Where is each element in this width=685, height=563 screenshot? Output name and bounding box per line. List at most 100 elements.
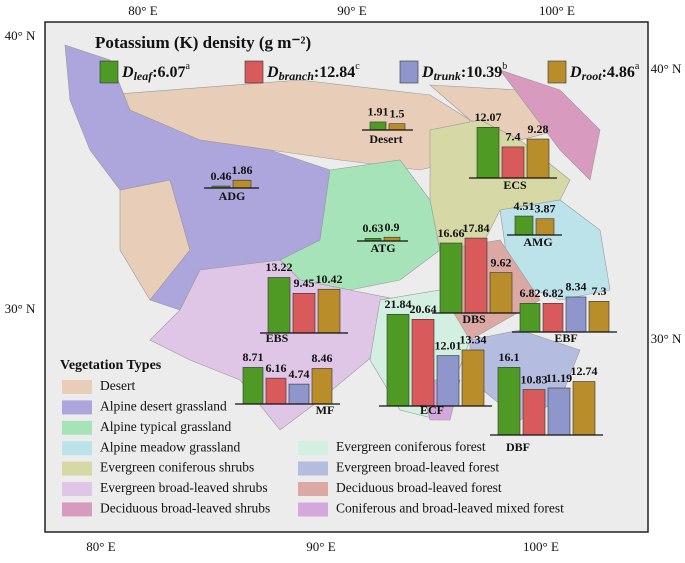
- symbol: D: [121, 64, 134, 81]
- legend-swatch: [298, 482, 328, 496]
- bar: [411, 319, 435, 407]
- latitude-label: 30° N: [5, 301, 36, 316]
- legend-swatch: [298, 461, 328, 476]
- vegetation-region: [499, 69, 601, 181]
- site-label: AMG: [523, 235, 552, 249]
- latitude-label: 40° N: [5, 28, 36, 43]
- subscript: root: [582, 69, 603, 83]
- data-label: 8.71: [243, 350, 264, 364]
- summary-value: 10.39: [466, 64, 502, 81]
- legend-swatch: [399, 60, 419, 84]
- data-label: 10.83: [521, 372, 548, 386]
- legend-label: Evergreen broad-leaved shrubs: [100, 480, 268, 495]
- site-label: ECS: [503, 178, 527, 192]
- data-label: 21.84: [385, 297, 412, 311]
- bar: [497, 367, 521, 436]
- data-label: 0.46: [211, 169, 232, 183]
- map-title: Potassium (K) density (g m⁻²): [95, 33, 311, 52]
- data-label: 9.45: [294, 276, 315, 290]
- bar: [369, 121, 387, 131]
- data-label: 16.66: [438, 226, 465, 240]
- legend-swatch: [62, 380, 92, 394]
- bar: [267, 277, 291, 334]
- site-label: EBF: [554, 331, 577, 345]
- subscript: branch: [279, 69, 315, 83]
- latitude-label: 40° N: [651, 61, 682, 76]
- bar: [388, 123, 406, 131]
- data-label: 6.82: [520, 286, 541, 300]
- latitude-label: 30° N: [651, 331, 682, 346]
- bar: [317, 288, 341, 334]
- vegetation-region: [279, 159, 441, 291]
- data-label: 12.07: [475, 110, 502, 124]
- legend-swatch: [62, 420, 92, 435]
- data-label: 1.86: [232, 163, 253, 177]
- data-label: 16.1: [499, 350, 520, 364]
- summary-value: 6.07: [158, 64, 186, 81]
- separator: :: [602, 64, 607, 81]
- significance-letter: a: [635, 61, 640, 72]
- legend-swatch: [62, 482, 92, 496]
- legend-label: Desert: [100, 378, 135, 393]
- symbol: D: [421, 64, 434, 81]
- data-label: 6.16: [266, 361, 287, 375]
- legend-label: Alpine desert grassland: [100, 398, 227, 413]
- summary-label: Dleaf:6.07a: [121, 61, 191, 82]
- data-label: 8.34: [566, 280, 587, 294]
- summary-value: 12.84: [319, 64, 355, 81]
- site-label: DBF: [506, 440, 530, 454]
- bar: [522, 389, 546, 436]
- legend-title: Vegetation Types: [60, 358, 162, 373]
- legend-swatch: [547, 60, 567, 84]
- data-label: 9.28: [528, 122, 549, 136]
- bar: [461, 349, 485, 407]
- significance-letter: b: [502, 61, 507, 72]
- data-label: 1.5: [390, 106, 405, 120]
- summary-value: 4.86: [607, 64, 635, 81]
- legend-swatch: [298, 441, 328, 455]
- legend-label: Alpine typical grassland: [100, 419, 231, 434]
- longitude-label: 100° E: [523, 539, 559, 554]
- bar: [311, 368, 333, 405]
- longitude-label: 80° E: [86, 539, 115, 554]
- legend-label: Alpine meadow grassland: [100, 439, 240, 454]
- data-label: 17.84: [463, 221, 490, 235]
- subscript: trunk: [434, 69, 461, 83]
- significance-letter: a: [186, 61, 191, 72]
- bar: [464, 237, 488, 314]
- longitude-label: 90° E: [337, 3, 366, 18]
- data-label: 13.22: [266, 260, 293, 274]
- summary-label: Dtrunk:10.39b: [421, 61, 507, 82]
- bar: [526, 138, 550, 179]
- bar: [514, 215, 534, 236]
- legend-swatch: [62, 441, 92, 456]
- legend-label: Evergreen coniferous forest: [336, 439, 486, 454]
- data-label: 9.62: [491, 255, 512, 269]
- data-label: 12.01: [435, 338, 462, 352]
- legend-swatch: [298, 502, 328, 517]
- data-label: 6.82: [543, 286, 564, 300]
- data-label: 1.91: [368, 105, 389, 119]
- bar: [565, 296, 587, 333]
- legend-swatch: [99, 60, 119, 84]
- data-label: 4.74: [289, 367, 310, 381]
- symbol: D: [569, 64, 582, 81]
- longitude-label: 90° E: [306, 539, 335, 554]
- bar: [572, 381, 596, 436]
- data-label: 0.63: [363, 221, 384, 235]
- site-label: MF: [316, 403, 335, 417]
- data-label: 7.3: [592, 284, 607, 298]
- legend-label: Coniferous and broad-leaved mixed forest: [336, 501, 564, 516]
- longitude-label: 100° E: [539, 3, 575, 18]
- summary-label: Droot:4.86a: [569, 61, 640, 82]
- data-label: 13.34: [460, 333, 487, 347]
- bar: [542, 303, 564, 333]
- data-label: 4.51: [514, 199, 535, 213]
- legend-swatch: [62, 400, 92, 415]
- summary-label: Dbranch:12.84c: [266, 61, 360, 82]
- separator: :: [314, 64, 319, 81]
- bar: [265, 377, 287, 405]
- bar: [489, 272, 513, 314]
- site-label: ADG: [219, 189, 246, 203]
